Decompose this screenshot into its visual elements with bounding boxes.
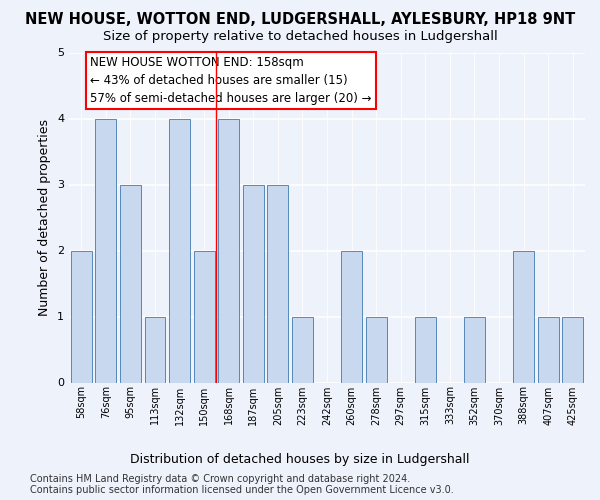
Text: Size of property relative to detached houses in Ludgershall: Size of property relative to detached ho… bbox=[103, 30, 497, 43]
Bar bbox=[95, 118, 116, 382]
Bar bbox=[341, 250, 362, 382]
Bar bbox=[415, 316, 436, 382]
Bar bbox=[513, 250, 534, 382]
Bar bbox=[292, 316, 313, 382]
Text: NEW HOUSE WOTTON END: 158sqm
← 43% of detached houses are smaller (15)
57% of se: NEW HOUSE WOTTON END: 158sqm ← 43% of de… bbox=[90, 56, 371, 105]
Bar bbox=[120, 184, 141, 382]
Text: Contains HM Land Registry data © Crown copyright and database right 2024.: Contains HM Land Registry data © Crown c… bbox=[30, 474, 410, 484]
Bar bbox=[268, 184, 289, 382]
Bar bbox=[243, 184, 264, 382]
Bar bbox=[145, 316, 166, 382]
Bar bbox=[365, 316, 386, 382]
Y-axis label: Number of detached properties: Number of detached properties bbox=[38, 119, 52, 316]
Bar bbox=[71, 250, 92, 382]
Bar bbox=[169, 118, 190, 382]
Bar bbox=[562, 316, 583, 382]
Text: NEW HOUSE, WOTTON END, LUDGERSHALL, AYLESBURY, HP18 9NT: NEW HOUSE, WOTTON END, LUDGERSHALL, AYLE… bbox=[25, 12, 575, 28]
Bar bbox=[538, 316, 559, 382]
Bar bbox=[464, 316, 485, 382]
Bar bbox=[218, 118, 239, 382]
Text: Contains public sector information licensed under the Open Government Licence v3: Contains public sector information licen… bbox=[30, 485, 454, 495]
Bar bbox=[194, 250, 215, 382]
Text: Distribution of detached houses by size in Ludgershall: Distribution of detached houses by size … bbox=[130, 452, 470, 466]
